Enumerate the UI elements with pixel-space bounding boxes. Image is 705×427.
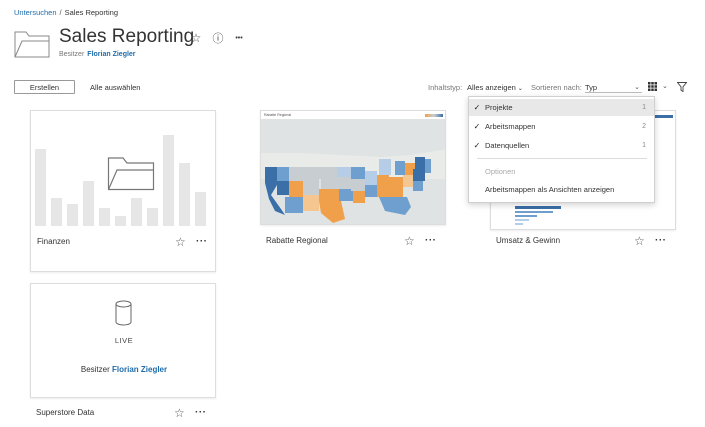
dropdown-item-projects[interactable]: ✓ Projekte 1 — [469, 99, 654, 116]
page-title: Sales Reporting — [59, 26, 195, 47]
dropdown-item-count: 2 — [642, 123, 646, 130]
favorite-star-icon[interactable]: ☆ — [634, 234, 645, 248]
grid-view-icon[interactable] — [648, 82, 657, 91]
dropdown-item-label: Projekte — [485, 103, 513, 112]
sort-select[interactable]: Typ ⌄ — [585, 80, 642, 93]
database-icon — [115, 300, 132, 326]
card-label[interactable]: Umsatz & Gewinn — [496, 236, 561, 245]
card-label[interactable]: Superstore Data — [36, 408, 95, 417]
favorite-star-icon[interactable]: ☆ — [174, 406, 185, 420]
content-type-label: Inhaltstyp: — [428, 83, 463, 92]
sort-value: Typ — [585, 83, 598, 92]
dropdown-divider — [477, 158, 647, 159]
dropdown-option-show-as-views[interactable]: Arbeitsmappen als Ansichten anzeigen — [469, 181, 654, 198]
thumbnail-title: Rabatte Regional — [264, 113, 292, 117]
favorite-star-icon[interactable]: ☆ — [189, 31, 203, 45]
folder-icon — [107, 157, 155, 191]
dropdown-item-label: Arbeitsmappen — [485, 122, 536, 131]
breadcrumb-current: Sales Reporting — [64, 8, 118, 17]
dropdown-item-count: 1 — [642, 142, 646, 149]
more-actions-icon[interactable]: ··· — [655, 235, 667, 246]
info-glyph: ⓘ — [212, 33, 224, 45]
card-label[interactable]: Finanzen — [37, 237, 70, 246]
more-actions-icon[interactable]: ••• — [232, 31, 246, 45]
more-glyph: ••• — [235, 34, 243, 42]
map-thumbnail — [261, 119, 445, 224]
workbook-card-rabatte[interactable]: Rabatte Regional — [258, 110, 448, 250]
star-glyph: ☆ — [190, 31, 202, 45]
owner-info: Besitzer Florian Ziegler — [59, 51, 136, 58]
more-actions-icon[interactable]: ··· — [196, 236, 208, 247]
dropdown-item-count: 1 — [642, 104, 646, 111]
check-icon: ✓ — [473, 122, 481, 131]
breadcrumb: Untersuchen / Sales Reporting — [14, 8, 118, 17]
info-icon[interactable]: ⓘ — [211, 31, 225, 45]
project-folder-icon — [14, 31, 50, 58]
create-button[interactable]: Erstellen — [14, 80, 75, 94]
datasource-owner: Besitzer Florian Ziegler — [31, 365, 217, 374]
project-card-finanzen[interactable]: Finanzen ☆ ··· — [30, 110, 216, 272]
datasource-card-superstore[interactable]: LIVE Besitzer Florian Ziegler — [30, 283, 216, 398]
check-icon: ✓ — [473, 103, 481, 112]
filter-icon[interactable] — [677, 82, 687, 92]
project-thumbnail — [35, 115, 213, 226]
dropdown-item-label: Datenquellen — [485, 141, 530, 150]
content-type-dropdown-menu: ✓ Projekte 1 ✓ Arbeitsmappen 2 ✓ Datenqu… — [468, 96, 655, 203]
content-type-dropdown[interactable]: Alles anzeigen ⌄ — [467, 83, 523, 92]
check-icon: ✓ — [473, 141, 481, 150]
dropdown-item-workbooks[interactable]: ✓ Arbeitsmappen 2 — [469, 118, 654, 135]
options-header: Optionen — [485, 167, 516, 176]
thumbnail-legend — [425, 114, 443, 117]
select-all-button[interactable]: Alle auswählen — [90, 83, 141, 92]
card-label[interactable]: Rabatte Regional — [266, 236, 328, 245]
dropdown-option-label: Arbeitsmappen als Ansichten anzeigen — [485, 185, 615, 194]
owner-label: Besitzer — [80, 365, 110, 374]
more-actions-icon[interactable]: ··· — [195, 407, 207, 418]
owner-label: Besitzer — [59, 51, 85, 58]
chevron-down-icon: ⌄ — [517, 86, 523, 92]
owner-name-link[interactable]: Florian Ziegler — [87, 51, 136, 58]
owner-name-link[interactable]: Florian Ziegler — [112, 365, 168, 374]
view-chevron-icon[interactable]: ⌄ — [662, 83, 668, 90]
sort-label: Sortieren nach: — [531, 83, 582, 92]
chevron-down-icon: ⌄ — [634, 84, 640, 91]
live-connection-label: LIVE — [114, 336, 134, 345]
favorite-star-icon[interactable]: ☆ — [404, 234, 415, 248]
workbook-thumbnail: Rabatte Regional — [260, 110, 446, 225]
content-type-value: Alles anzeigen — [467, 83, 516, 92]
dropdown-item-datasources[interactable]: ✓ Datenquellen 1 — [469, 137, 654, 154]
breadcrumb-root-link[interactable]: Untersuchen — [14, 8, 57, 17]
favorite-star-icon[interactable]: ☆ — [175, 235, 186, 249]
more-actions-icon[interactable]: ··· — [425, 235, 437, 246]
breadcrumb-separator: / — [59, 8, 62, 17]
